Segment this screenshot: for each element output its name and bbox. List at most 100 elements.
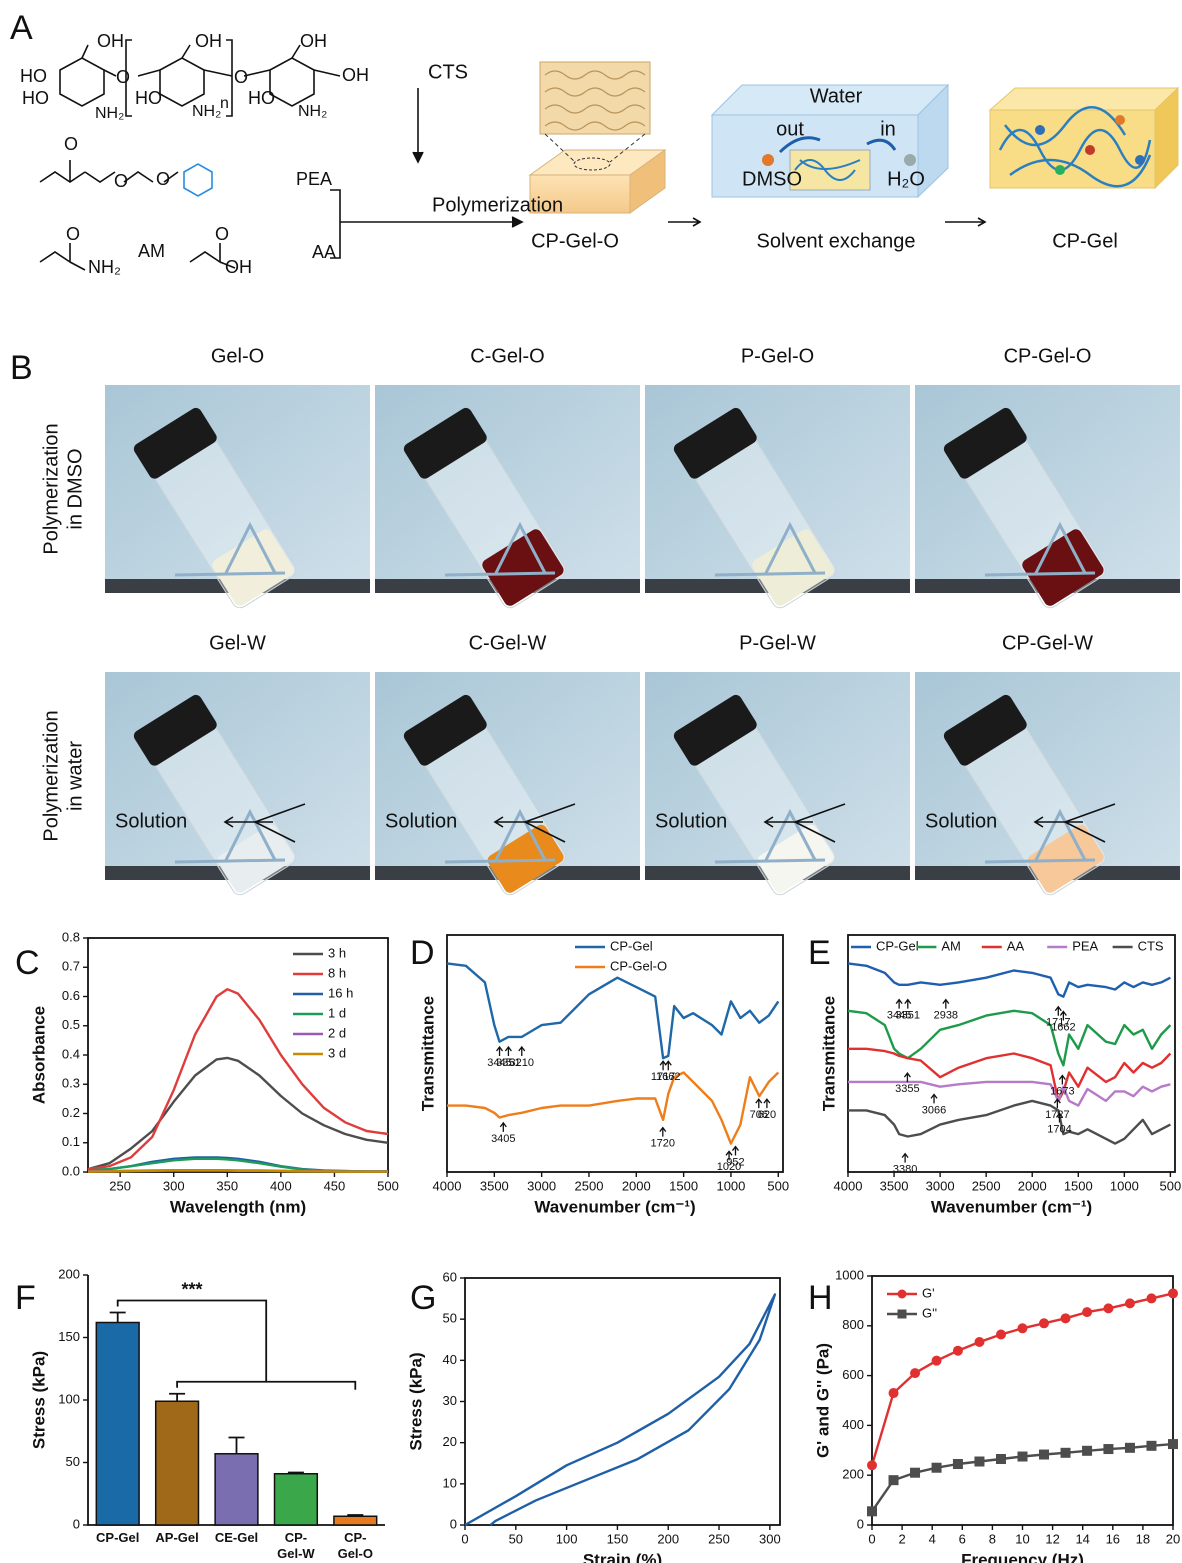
panel-a: AOHHOHONH₂OOHHONH₂nOOHHONH₂OHOOOONH₂AMOO… — [10, 9, 1118, 277]
data-line — [88, 1058, 388, 1169]
diagram-label: HO — [22, 88, 49, 108]
data-line — [88, 1171, 388, 1172]
annotation-arrow — [756, 1099, 762, 1108]
annotation-label: 1704 — [1047, 1123, 1071, 1135]
row-label: in water — [64, 741, 86, 811]
diagram-label: Water — [810, 85, 863, 107]
x-tick-label: 0 — [868, 1531, 875, 1546]
data-line — [872, 1293, 1173, 1465]
row-label: Polymerization — [40, 710, 62, 841]
y-tick-label: 800 — [842, 1317, 864, 1332]
x-tick-label: 4000 — [834, 1178, 863, 1193]
annotation-label: 3355 — [895, 1083, 919, 1095]
y-tick-label: 100 — [58, 1391, 80, 1406]
x-tick-label: 150 — [607, 1531, 629, 1546]
legend-label: AM — [941, 938, 961, 953]
x-tick-label: 400 — [270, 1178, 292, 1193]
x-axis-label: Wavelength (nm) — [170, 1197, 306, 1216]
diagram-label: out — [776, 118, 804, 140]
y-tick-label: 0.3 — [62, 1076, 80, 1091]
x-tick-label: 300 — [163, 1178, 185, 1193]
data-point — [1082, 1446, 1092, 1456]
annotation-arrow — [896, 1000, 902, 1009]
y-tick-label: 0.5 — [62, 1017, 80, 1032]
legend-label: PEA — [1072, 938, 1098, 953]
x-tick-label: 300 — [759, 1531, 781, 1546]
bar — [215, 1454, 258, 1525]
annotation-label: 3380 — [893, 1164, 917, 1176]
legend-label: CP-Gel — [610, 938, 653, 953]
diagram-label: HO — [248, 88, 275, 108]
panel-b: BPolymerizationin DMSOGel-OC-Gel-OP-Gel-… — [10, 345, 1180, 898]
diagram-label: NH₂ — [95, 105, 124, 122]
y-tick-label: 0.6 — [62, 988, 80, 1003]
data-point — [932, 1463, 942, 1473]
y-tick-label: 400 — [842, 1417, 864, 1432]
annotation-arrow — [665, 1061, 671, 1070]
data-point — [1018, 1452, 1028, 1462]
annotation-label: 1673 — [1050, 1085, 1074, 1097]
x-tick-label: 500 — [377, 1178, 399, 1193]
x-tick-label: 2500 — [972, 1178, 1001, 1193]
diagram-label: NH₂ — [298, 103, 327, 120]
y-axis-label: Transmittance — [819, 996, 838, 1111]
annotation-arrow — [497, 1047, 503, 1056]
diagram-label: Polymerization — [432, 194, 563, 216]
legend-label: 2 d — [328, 1025, 346, 1040]
diagram-label: O — [215, 224, 229, 244]
annotation-arrow — [1059, 1075, 1065, 1084]
x-tick-label: 200 — [657, 1531, 679, 1546]
annotation-label: 1720 — [651, 1138, 675, 1150]
x-tick-label: 3000 — [527, 1178, 556, 1193]
x-tick-label: 10 — [1015, 1531, 1029, 1546]
significance-label: *** — [181, 1279, 202, 1299]
diagram-label: DMSO — [742, 168, 802, 190]
y-tick-label: 0.4 — [62, 1046, 80, 1061]
photo-title: Gel-O — [211, 345, 264, 367]
vial-photo — [375, 672, 640, 898]
data-line — [848, 963, 1170, 996]
x-tick-label: 12 — [1045, 1531, 1059, 1546]
x-tick-label: 4 — [929, 1531, 936, 1546]
diagram-label: HO — [20, 66, 47, 86]
x-tick-label: 2 — [898, 1531, 905, 1546]
annotation-label: 1662 — [656, 1071, 680, 1083]
y-tick-label: 600 — [842, 1367, 864, 1382]
x-axis-label: Frequency (Hz) — [961, 1550, 1084, 1563]
x-tick-label: 2000 — [622, 1178, 651, 1193]
y-axis-label: Stress (kPa) — [29, 1351, 48, 1449]
data-point — [953, 1459, 963, 1469]
annotation: Solution — [115, 810, 187, 832]
y-tick-label: 10 — [443, 1475, 457, 1490]
y-tick-label: 0 — [857, 1516, 864, 1531]
diagram-label: OH — [342, 65, 369, 85]
annotation: Solution — [385, 810, 457, 832]
data-line — [465, 1295, 775, 1526]
diagram-label: HO — [135, 88, 162, 108]
diagram-label: O — [64, 134, 78, 154]
y-axis-label: G' and G'' (Pa) — [813, 1343, 832, 1458]
y-axis-label: Transmittance — [418, 996, 437, 1111]
data-point — [867, 1506, 877, 1516]
annotation-label: 2938 — [934, 1010, 958, 1022]
x-tick-label: 4000 — [433, 1178, 462, 1193]
y-tick-label: 0.7 — [62, 959, 80, 974]
vial-photo — [645, 385, 910, 611]
x-axis-label: Wavenumber (cm⁻¹) — [534, 1197, 695, 1216]
x-tick-label: CE-Gel — [215, 1530, 258, 1545]
data-point — [910, 1368, 920, 1378]
legend-label: CP-Gel-O — [610, 958, 667, 973]
data-point — [1168, 1439, 1178, 1449]
annotation-label: 620 — [758, 1109, 776, 1121]
data-point — [974, 1337, 984, 1347]
data-point — [996, 1454, 1006, 1464]
data-point — [1061, 1448, 1071, 1458]
y-tick-label: 0.1 — [62, 1134, 80, 1149]
data-point — [1082, 1307, 1092, 1317]
legend-marker — [898, 1290, 907, 1299]
